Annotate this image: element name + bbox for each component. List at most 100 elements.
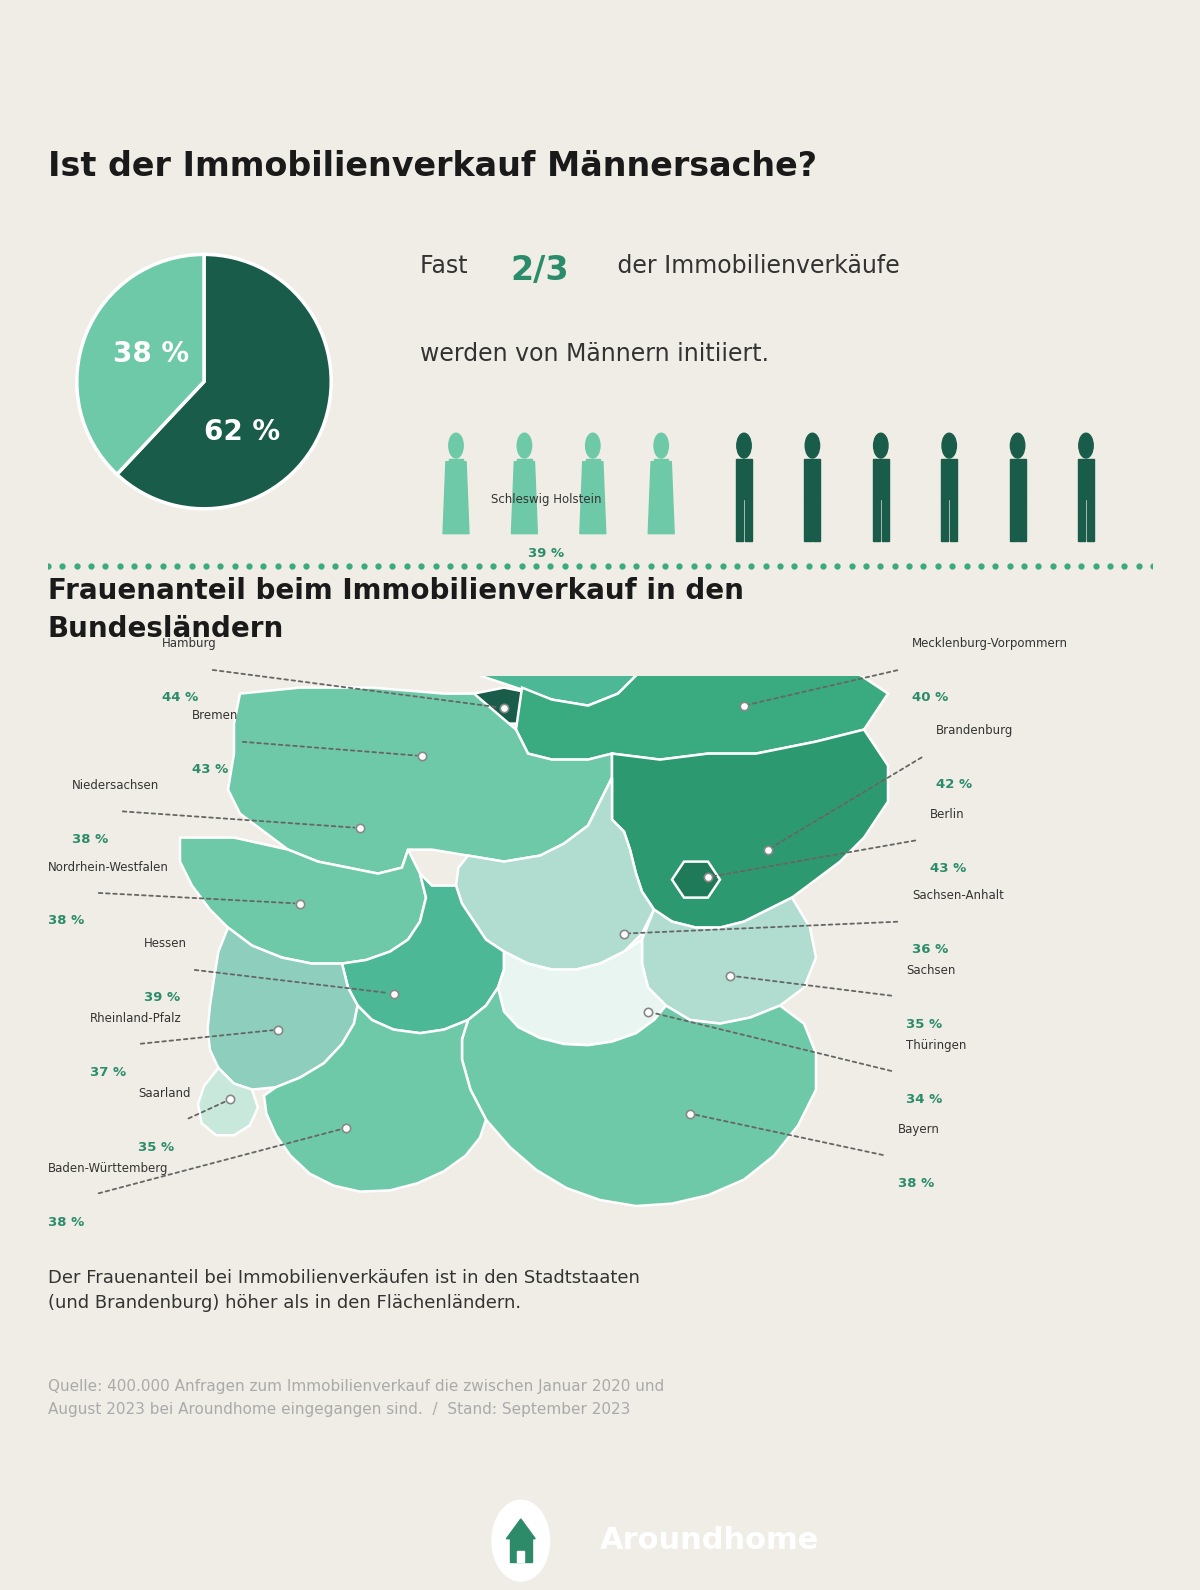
Polygon shape (198, 1068, 258, 1135)
Text: 38 %: 38 % (48, 1216, 84, 1229)
Text: 34 %: 34 % (906, 1094, 942, 1107)
Polygon shape (1009, 499, 1016, 541)
Polygon shape (396, 741, 450, 778)
Polygon shape (612, 730, 888, 927)
Text: Frauenanteil beim Immobilienverkauf in den
Bundesländern: Frauenanteil beim Immobilienverkauf in d… (48, 577, 744, 642)
Circle shape (1010, 432, 1025, 458)
Circle shape (942, 432, 956, 458)
Polygon shape (941, 499, 948, 541)
Polygon shape (882, 499, 889, 541)
Text: Bayern: Bayern (898, 1124, 940, 1137)
Text: Schleswig Holstein: Schleswig Holstein (491, 493, 601, 506)
Text: Brandenburg: Brandenburg (936, 723, 1013, 736)
Polygon shape (462, 987, 816, 1205)
Circle shape (654, 432, 668, 458)
Circle shape (449, 432, 463, 458)
Text: Niedersachsen: Niedersachsen (72, 779, 160, 792)
Polygon shape (264, 1005, 486, 1191)
Text: 42 %: 42 % (936, 778, 972, 790)
Text: Aroundhome: Aroundhome (600, 1526, 820, 1555)
Text: Bremen: Bremen (192, 709, 239, 722)
Text: Mecklenburg-Vorpommern: Mecklenburg-Vorpommern (912, 638, 1068, 650)
Polygon shape (456, 778, 654, 970)
Polygon shape (872, 460, 889, 499)
Polygon shape (180, 838, 426, 964)
Text: Fast: Fast (420, 254, 475, 278)
Polygon shape (872, 499, 880, 541)
Text: 38 %: 38 % (898, 1177, 934, 1191)
Polygon shape (1078, 460, 1094, 499)
Text: Der Frauenanteil bei Immobilienverkäufen ist in den Stadtstaaten
(und Brandenbur: Der Frauenanteil bei Immobilienverkäufen… (48, 1269, 640, 1312)
Ellipse shape (492, 1501, 550, 1580)
Text: 39 %: 39 % (144, 991, 180, 1005)
Circle shape (1079, 432, 1093, 458)
Text: 62 %: 62 % (204, 418, 281, 447)
Polygon shape (511, 461, 538, 534)
Wedge shape (77, 254, 204, 474)
Text: 38 %: 38 % (72, 833, 108, 846)
Polygon shape (517, 460, 532, 487)
Text: 44 %: 44 % (162, 692, 198, 704)
Polygon shape (672, 862, 720, 898)
Text: Sachsen: Sachsen (906, 964, 955, 976)
Polygon shape (342, 873, 504, 1034)
Text: 43 %: 43 % (192, 763, 228, 776)
Text: 37 %: 37 % (90, 1065, 126, 1078)
Text: 36 %: 36 % (912, 943, 948, 956)
Polygon shape (1078, 499, 1085, 541)
Polygon shape (506, 1518, 535, 1539)
Polygon shape (736, 460, 752, 499)
Circle shape (805, 432, 820, 458)
Polygon shape (208, 927, 358, 1089)
Polygon shape (517, 1550, 524, 1563)
Polygon shape (443, 461, 469, 534)
Polygon shape (745, 499, 752, 541)
Circle shape (517, 432, 532, 458)
Polygon shape (642, 898, 816, 1024)
Text: Baden-Württemberg: Baden-Württemberg (48, 1162, 168, 1175)
Text: Hessen: Hessen (144, 938, 187, 951)
Text: Rheinland-Pfalz: Rheinland-Pfalz (90, 1011, 181, 1026)
Text: der Immobilienverkäufe: der Immobilienverkäufe (610, 254, 900, 278)
Text: 2/3: 2/3 (511, 254, 569, 286)
Polygon shape (804, 499, 811, 541)
Text: 35 %: 35 % (906, 1018, 942, 1030)
Polygon shape (580, 461, 606, 534)
Polygon shape (814, 499, 821, 541)
Circle shape (586, 432, 600, 458)
Polygon shape (228, 687, 612, 873)
Polygon shape (941, 460, 958, 499)
Polygon shape (1019, 499, 1026, 541)
Polygon shape (586, 460, 600, 487)
Text: Quelle: 400.000 Anfragen zum Immobilienverkauf die zwischen Januar 2020 und
Augu: Quelle: 400.000 Anfragen zum Immobilienv… (48, 1379, 665, 1417)
Polygon shape (950, 499, 958, 541)
Text: Saarland: Saarland (138, 1088, 191, 1100)
Text: Thüringen: Thüringen (906, 1040, 966, 1053)
Polygon shape (449, 460, 463, 487)
Text: werden von Männern initiiert.: werden von Männern initiiert. (420, 342, 769, 366)
Text: Berlin: Berlin (930, 808, 965, 820)
Text: 38 %: 38 % (113, 340, 188, 367)
Text: Ist der Immobilienverkauf Männersache?: Ist der Immobilienverkauf Männersache? (48, 151, 817, 183)
Polygon shape (648, 461, 674, 534)
Text: 38 %: 38 % (48, 914, 84, 927)
Text: 39 %: 39 % (528, 547, 564, 560)
Polygon shape (1009, 460, 1026, 499)
Polygon shape (498, 940, 666, 1045)
Wedge shape (116, 254, 331, 509)
Polygon shape (654, 460, 668, 487)
Polygon shape (444, 574, 654, 706)
Polygon shape (474, 687, 540, 723)
Polygon shape (736, 499, 743, 541)
Polygon shape (510, 1538, 532, 1563)
Text: 40 %: 40 % (912, 692, 948, 704)
Text: Sachsen-Anhalt: Sachsen-Anhalt (912, 889, 1004, 903)
Text: 35 %: 35 % (138, 1142, 174, 1154)
Text: Nordrhein-Westfalen: Nordrhein-Westfalen (48, 860, 169, 873)
Polygon shape (804, 460, 821, 499)
Text: Hamburg: Hamburg (162, 638, 217, 650)
Polygon shape (1087, 499, 1094, 541)
Text: 43 %: 43 % (930, 862, 966, 875)
Circle shape (874, 432, 888, 458)
Polygon shape (516, 658, 888, 760)
